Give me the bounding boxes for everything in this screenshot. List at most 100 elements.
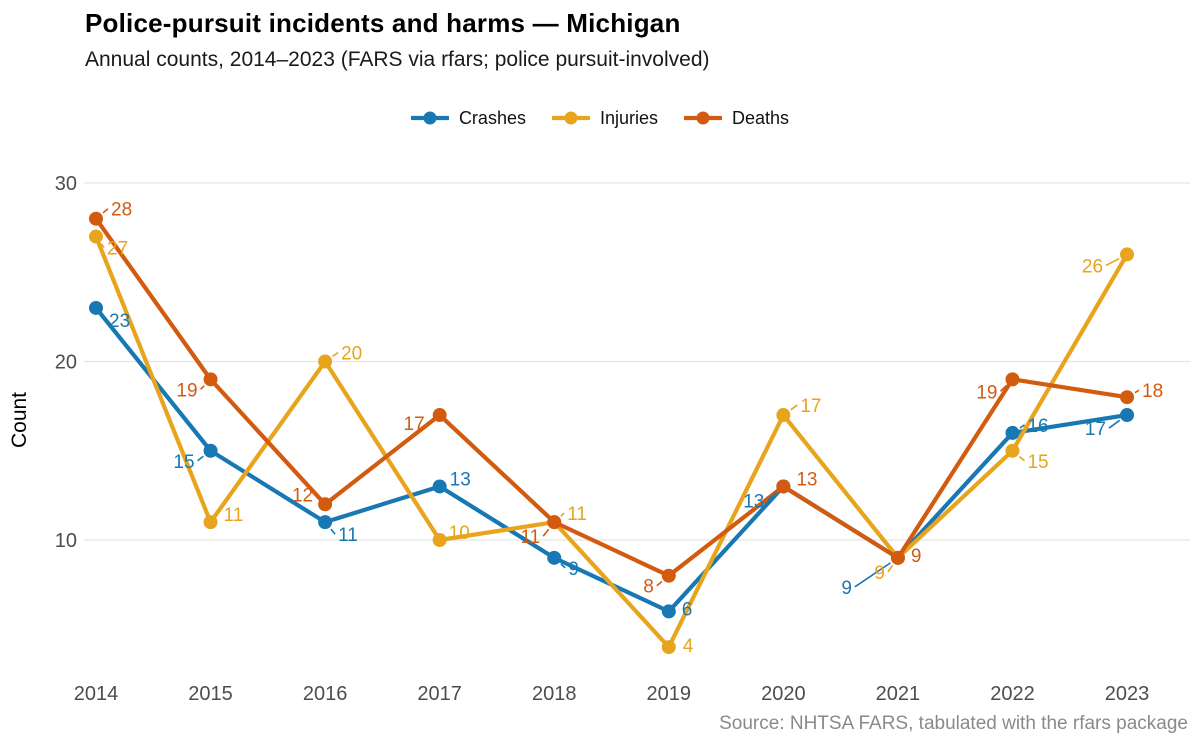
legend-label: Deaths bbox=[732, 107, 790, 128]
label-leader bbox=[330, 528, 336, 535]
point-label-crashes: 13 bbox=[743, 491, 764, 512]
label-leader bbox=[999, 385, 1007, 392]
legend-key-icon bbox=[551, 111, 590, 125]
x-tick-label: 2022 bbox=[990, 683, 1035, 705]
data-point-crashes bbox=[89, 300, 103, 315]
label-leader bbox=[766, 491, 778, 502]
point-label-deaths: 18 bbox=[1142, 381, 1163, 402]
data-point-injuries bbox=[661, 640, 676, 655]
label-leader bbox=[102, 208, 109, 214]
data-point-deaths bbox=[1120, 390, 1135, 405]
data-point-injuries bbox=[776, 408, 791, 423]
legend-label: Injuries bbox=[599, 107, 658, 128]
label-leader bbox=[854, 562, 891, 588]
point-label-injuries: 11 bbox=[567, 504, 587, 525]
point-label-deaths: 12 bbox=[292, 485, 313, 506]
data-point-crashes bbox=[547, 550, 562, 565]
data-point-deaths bbox=[318, 497, 333, 512]
point-label-injuries: 15 bbox=[1027, 452, 1048, 473]
point-label-crashes: 17 bbox=[1085, 419, 1106, 440]
label-leader bbox=[656, 580, 663, 587]
series-line-crashes bbox=[93, 305, 1130, 614]
data-point-injuries bbox=[203, 515, 218, 530]
point-label-deaths: 9 bbox=[911, 546, 922, 567]
data-point-injuries bbox=[432, 533, 447, 547]
data-point-deaths bbox=[776, 479, 791, 494]
label-leader bbox=[197, 455, 204, 462]
x-tick-label: 2023 bbox=[1105, 683, 1150, 705]
point-label-deaths: 13 bbox=[796, 469, 817, 490]
x-tick-label: 2016 bbox=[303, 683, 348, 705]
legend-key-dot bbox=[423, 111, 437, 125]
legend: Crashes Injuries Deaths bbox=[0, 103, 1200, 133]
data-point-crashes bbox=[318, 515, 333, 530]
label-leader bbox=[199, 385, 205, 390]
legend-item-crashes: Crashes bbox=[410, 107, 526, 129]
data-point-injuries bbox=[318, 354, 333, 369]
series-line-deaths bbox=[93, 216, 1130, 578]
data-point-deaths bbox=[89, 211, 103, 226]
legend-key-dot bbox=[696, 111, 710, 125]
label-leader bbox=[427, 419, 433, 424]
point-label-injuries: 9 bbox=[874, 563, 885, 584]
point-label-crashes: 16 bbox=[1027, 416, 1048, 437]
legend-item-deaths: Deaths bbox=[684, 108, 789, 129]
data-point-crashes bbox=[1120, 408, 1135, 423]
source-caption: Source: NHTSA FARS, tabulated with the r… bbox=[719, 713, 1188, 734]
point-label-deaths: 19 bbox=[976, 382, 997, 403]
y-tick-label: 10 bbox=[55, 530, 77, 552]
label-leader bbox=[542, 528, 550, 537]
data-point-crashes bbox=[1005, 425, 1020, 440]
data-point-crashes bbox=[203, 443, 218, 458]
point-label-crashes: 6 bbox=[682, 599, 693, 620]
y-axis-title: Count bbox=[8, 392, 31, 448]
y-tick-label: 20 bbox=[55, 352, 77, 374]
legend-key-dot bbox=[564, 111, 578, 125]
data-point-deaths bbox=[661, 568, 676, 583]
data-point-injuries bbox=[89, 229, 103, 244]
point-label-crashes: 23 bbox=[109, 311, 130, 332]
label-leader bbox=[1105, 257, 1120, 267]
point-label-deaths: 17 bbox=[404, 414, 425, 435]
label-leader bbox=[315, 493, 320, 499]
label-leader bbox=[560, 563, 566, 569]
label-leader bbox=[887, 564, 894, 573]
point-label-injuries: 26 bbox=[1082, 256, 1103, 277]
legend-key-icon bbox=[410, 111, 449, 125]
point-label-crashes: 13 bbox=[450, 469, 471, 490]
legend-key-icon bbox=[684, 111, 722, 125]
data-point-injuries bbox=[1120, 247, 1135, 262]
point-label-injuries: 27 bbox=[107, 239, 128, 260]
label-leader bbox=[790, 404, 798, 411]
point-label-crashes: 11 bbox=[338, 525, 358, 546]
point-label-injuries: 10 bbox=[449, 523, 470, 544]
point-label-crashes: 9 bbox=[568, 559, 579, 580]
legend-label: Crashes bbox=[458, 107, 526, 128]
point-label-deaths: 19 bbox=[176, 380, 197, 401]
data-point-deaths bbox=[203, 372, 218, 387]
point-label-deaths: 28 bbox=[111, 200, 132, 221]
label-leader bbox=[1134, 389, 1140, 394]
point-label-deaths: 8 bbox=[643, 577, 654, 598]
data-point-crashes bbox=[432, 479, 447, 494]
point-label-deaths: 11 bbox=[521, 527, 541, 548]
data-point-crashes bbox=[661, 604, 676, 619]
x-tick-label: 2015 bbox=[188, 683, 233, 705]
label-leader bbox=[332, 351, 339, 358]
data-point-deaths bbox=[1005, 372, 1020, 387]
point-label-crashes: 15 bbox=[173, 452, 194, 473]
label-leader bbox=[1018, 455, 1025, 462]
y-tick-label: 30 bbox=[55, 173, 77, 195]
x-tick-label: 2018 bbox=[532, 683, 577, 705]
label-leader bbox=[1019, 424, 1025, 429]
x-tick-label: 2019 bbox=[647, 683, 692, 705]
point-label-injuries: 20 bbox=[341, 344, 362, 365]
data-point-injuries bbox=[1005, 443, 1020, 458]
x-tick-label: 2020 bbox=[761, 683, 806, 705]
data-point-deaths bbox=[890, 550, 905, 565]
point-label-injuries: 4 bbox=[683, 636, 694, 657]
label-leader bbox=[1108, 419, 1121, 429]
point-label-injuries: 11 bbox=[224, 505, 244, 526]
